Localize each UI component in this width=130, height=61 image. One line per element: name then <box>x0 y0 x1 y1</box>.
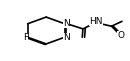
Text: N: N <box>63 19 70 28</box>
Text: HN: HN <box>89 17 103 26</box>
Text: N: N <box>63 33 70 42</box>
Text: O: O <box>117 31 124 40</box>
Text: F: F <box>23 33 28 42</box>
